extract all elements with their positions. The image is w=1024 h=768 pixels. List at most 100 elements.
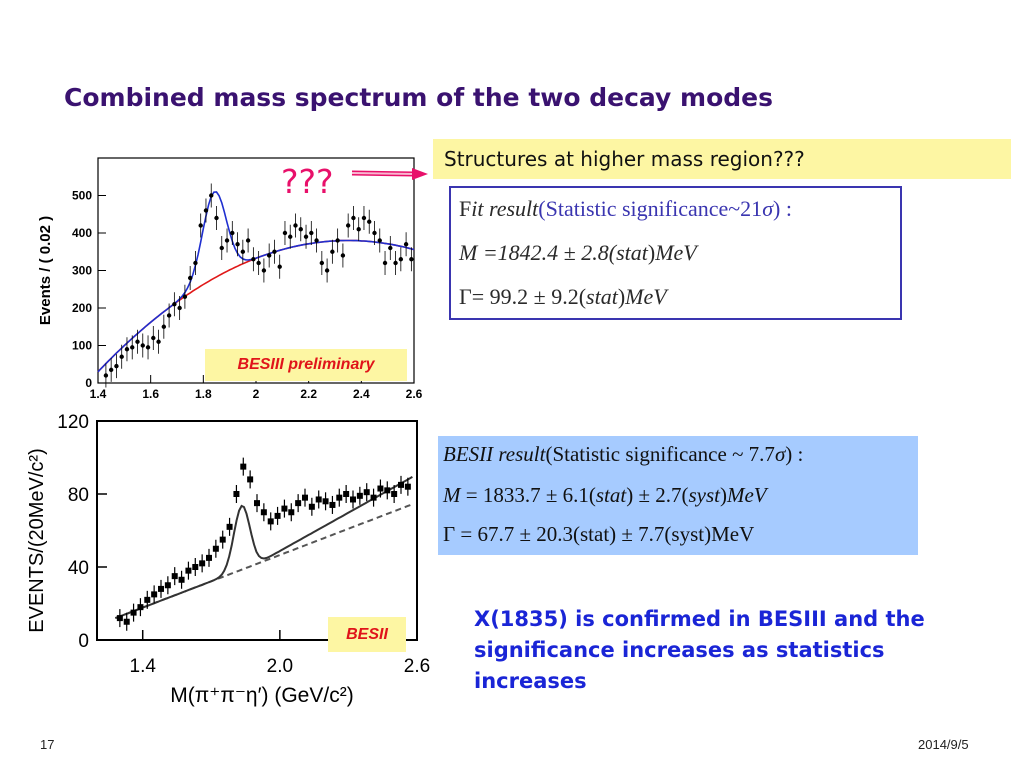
plot1-data-point	[156, 339, 161, 344]
plot1-data-point	[119, 354, 124, 359]
plot2-data-point	[240, 463, 247, 470]
besii-tag: BESII	[328, 617, 406, 652]
plot1-data-point	[377, 238, 382, 243]
besii-mass-symbol: M	[443, 483, 461, 507]
plot2-data-point	[178, 576, 185, 583]
plot2-data-point	[350, 496, 356, 503]
fit-mass-close: )	[647, 240, 656, 265]
besii-mass-stat: stat	[595, 483, 627, 507]
plot2-data-point	[356, 492, 363, 499]
besii-mass-syst: syst	[688, 483, 720, 507]
plot2-data-point	[123, 618, 130, 625]
fit-line1-end: ) :	[773, 196, 792, 221]
plot1-data-point	[256, 260, 261, 266]
plot1-data-point	[114, 363, 119, 369]
plot1-data-point	[314, 238, 319, 243]
plot2-data-point	[185, 567, 192, 574]
plot1-ytick-label: 400	[72, 226, 92, 240]
plot1-data-point	[282, 230, 288, 236]
plot2-data-point	[116, 615, 123, 622]
plot1-data-point	[277, 264, 282, 269]
plot1-xtick-label: 2.6	[406, 387, 423, 401]
plot1-data-point	[140, 343, 145, 348]
plot2-data-point	[137, 604, 144, 611]
plot2-xtick-label: 1.4	[130, 656, 157, 677]
page-number: 17	[40, 737, 55, 752]
plot1-ytick-label: 200	[72, 301, 92, 315]
plot2-ytick-label: 0	[78, 631, 89, 652]
plot1-data-point	[166, 313, 172, 318]
plot2-data-point	[336, 494, 343, 501]
plot1-data-point	[272, 249, 277, 254]
besii-mass-value: = 1833.7 ± 6.1(	[460, 483, 596, 507]
plot2-data-point	[158, 585, 164, 592]
plot1-data-point	[245, 238, 251, 243]
plot2-xtick-label: 2.6	[404, 656, 430, 677]
plot2-data-point	[151, 591, 158, 598]
fit-width-value: Γ= 99.2 ± 9.2(	[459, 284, 587, 309]
plot2-data-point	[391, 491, 398, 497]
besii-result-line-1: BESII result(Statistic significance ~ 7.…	[443, 442, 803, 467]
plot1-data-point	[187, 275, 193, 281]
plot2-data-point	[384, 487, 391, 494]
plot1-data-point	[345, 223, 351, 228]
plot1-ytick-label: 500	[72, 189, 92, 203]
fit-result-line-2: M =1842.4 ± 2.8(stat)MeV	[459, 240, 697, 266]
plot1-data-point	[288, 234, 293, 239]
slide-date: 2014/9/5	[918, 737, 969, 752]
plot1-data-point	[382, 260, 388, 266]
plot1-ytick-label: 300	[72, 264, 92, 278]
conclusion-text: X(1835) is confirmed in BESIII and the s…	[474, 607, 925, 693]
fit-width-unit: MeV	[625, 284, 667, 309]
plot2-data-point	[281, 505, 288, 512]
plot1-data-point	[161, 324, 167, 329]
plot1-data-point	[198, 223, 203, 228]
plot1-data-point	[398, 257, 404, 262]
plot2-ytick-label: 80	[68, 485, 89, 506]
fit-mass-value: M =1842.4 ± 2.8(	[459, 240, 617, 265]
plot1-data-point	[224, 238, 230, 243]
fit-result-line-1: Fit result(Statistic significance~21σ) :	[459, 196, 792, 222]
plot1-data-point	[372, 230, 377, 236]
besii-plot-svg: 0 40 80 120 1.4 2.0 2.6 EVENTS/(20MeV/c²) M(π⁺π⁻…	[26, 412, 430, 707]
plot1-data-point	[240, 249, 246, 254]
plot2-data-point	[377, 485, 384, 492]
plot1-data-point	[319, 260, 325, 266]
plot2-data-point	[267, 518, 274, 525]
plot1-data-point	[151, 335, 156, 341]
plot2-data-point	[274, 512, 281, 519]
plot1-data-point	[124, 347, 130, 352]
plot1-data-point	[340, 253, 346, 258]
plot2-data-point	[302, 494, 308, 501]
fit-mass-unit: MeV	[655, 240, 697, 265]
plot2-data-point	[363, 489, 370, 496]
plot1-data-point	[356, 227, 361, 232]
plot1-data-point	[261, 268, 267, 273]
plot1-xtick-label: 1.6	[142, 387, 159, 401]
besiii-plot-svg: 0 100 200 300 400 500 1.4 1.6 1.8 2 2.2 2.4 2.6 Event…	[37, 157, 423, 401]
plot2-ytick-label: 120	[57, 412, 89, 433]
besiii-mass-spectrum-plot: 0 100 200 300 400 500 1.4 1.6 1.8 2 2.2 2.4 2.6 Event…	[30, 150, 430, 410]
besii-significance: (Statistic significance ~ 7.7	[545, 442, 775, 466]
plot1-fit-curve	[97, 191, 415, 373]
plot1-data-point	[214, 215, 219, 221]
plot1-data-point	[108, 367, 114, 373]
question-marks: ???	[281, 162, 334, 201]
plot2-frame	[96, 420, 418, 641]
plot2-ylabel: EVENTS/(20MeV/c²)	[26, 448, 48, 632]
plot2-data-point	[226, 523, 233, 530]
fit-mass-stat: stat	[616, 240, 648, 265]
plot2-data-point	[219, 536, 226, 543]
plot1-data-point	[135, 339, 140, 344]
fit-it-result: it result	[471, 196, 539, 221]
plot1-data-point	[335, 238, 340, 243]
plot1-data-point	[361, 215, 367, 221]
plot1-ytick-label: 100	[72, 339, 92, 353]
plot1-data-point	[172, 302, 177, 307]
plot2-data-point	[206, 554, 212, 561]
plot2-data-point	[288, 509, 295, 516]
besii-result-label: BESII result	[443, 442, 546, 466]
plot2-data-point	[192, 564, 199, 570]
plot2-data-point	[295, 500, 302, 507]
plot1-ytick-label: 0	[85, 376, 92, 390]
